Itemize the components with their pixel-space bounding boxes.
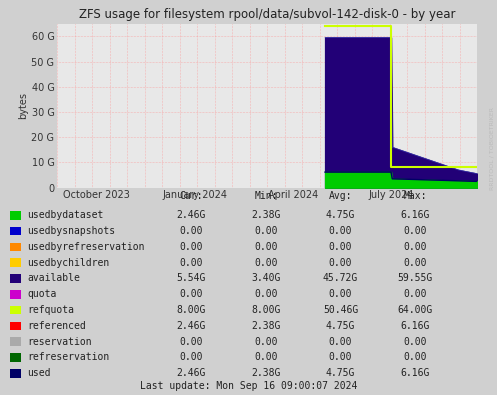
Text: RRDTOOL / TOBIOETRIKER: RRDTOOL / TOBIOETRIKER <box>490 107 495 190</box>
Text: 0.00: 0.00 <box>179 226 203 236</box>
Text: usedbyrefreservation: usedbyrefreservation <box>27 242 145 252</box>
Text: 0.00: 0.00 <box>179 352 203 363</box>
Text: 0.00: 0.00 <box>403 242 427 252</box>
Text: 4.75G: 4.75G <box>326 368 355 378</box>
Text: usedbydataset: usedbydataset <box>27 210 104 220</box>
Text: reservation: reservation <box>27 337 92 347</box>
Text: 4.75G: 4.75G <box>326 321 355 331</box>
Text: 8.00G: 8.00G <box>251 305 281 315</box>
Text: 0.00: 0.00 <box>179 258 203 268</box>
Text: 2.46G: 2.46G <box>176 321 206 331</box>
Text: 4.75G: 4.75G <box>326 210 355 220</box>
Text: 0.00: 0.00 <box>403 289 427 299</box>
Text: 0.00: 0.00 <box>329 352 352 363</box>
Text: referenced: referenced <box>27 321 86 331</box>
Text: 0.00: 0.00 <box>403 258 427 268</box>
Text: 0.00: 0.00 <box>403 337 427 347</box>
Text: 2.38G: 2.38G <box>251 210 281 220</box>
Text: 2.46G: 2.46G <box>176 368 206 378</box>
Y-axis label: bytes: bytes <box>18 92 29 119</box>
Text: quota: quota <box>27 289 57 299</box>
Text: Cur:: Cur: <box>179 192 203 201</box>
Text: 2.38G: 2.38G <box>251 368 281 378</box>
Text: Avg:: Avg: <box>329 192 352 201</box>
Text: 0.00: 0.00 <box>329 226 352 236</box>
Text: 0.00: 0.00 <box>179 337 203 347</box>
Text: 2.38G: 2.38G <box>251 321 281 331</box>
Text: usedbysnapshots: usedbysnapshots <box>27 226 115 236</box>
Text: 2.46G: 2.46G <box>176 210 206 220</box>
Text: 6.16G: 6.16G <box>400 321 430 331</box>
Text: 0.00: 0.00 <box>254 352 278 363</box>
Text: 0.00: 0.00 <box>403 226 427 236</box>
Text: 0.00: 0.00 <box>179 242 203 252</box>
Text: used: used <box>27 368 51 378</box>
Text: 6.16G: 6.16G <box>400 210 430 220</box>
Text: 0.00: 0.00 <box>254 289 278 299</box>
Text: usedbychildren: usedbychildren <box>27 258 109 268</box>
Text: 3.40G: 3.40G <box>251 273 281 284</box>
Text: 0.00: 0.00 <box>179 289 203 299</box>
Text: available: available <box>27 273 80 284</box>
Text: 0.00: 0.00 <box>329 258 352 268</box>
Text: 5.54G: 5.54G <box>176 273 206 284</box>
Text: Max:: Max: <box>403 192 427 201</box>
Text: 0.00: 0.00 <box>329 289 352 299</box>
Text: 45.72G: 45.72G <box>323 273 358 284</box>
Text: 0.00: 0.00 <box>403 352 427 363</box>
Text: Last update: Mon Sep 16 09:00:07 2024: Last update: Mon Sep 16 09:00:07 2024 <box>140 381 357 391</box>
Text: 0.00: 0.00 <box>254 242 278 252</box>
Text: 59.55G: 59.55G <box>398 273 432 284</box>
Text: 0.00: 0.00 <box>254 258 278 268</box>
Title: ZFS usage for filesystem rpool/data/subvol-142-disk-0 - by year: ZFS usage for filesystem rpool/data/subv… <box>79 8 455 21</box>
Text: 0.00: 0.00 <box>329 242 352 252</box>
Text: 50.46G: 50.46G <box>323 305 358 315</box>
Text: Min:: Min: <box>254 192 278 201</box>
Text: refquota: refquota <box>27 305 75 315</box>
Text: refreservation: refreservation <box>27 352 109 363</box>
Text: 64.00G: 64.00G <box>398 305 432 315</box>
Text: 8.00G: 8.00G <box>176 305 206 315</box>
Text: 0.00: 0.00 <box>329 337 352 347</box>
Text: 6.16G: 6.16G <box>400 368 430 378</box>
Text: 0.00: 0.00 <box>254 337 278 347</box>
Text: 0.00: 0.00 <box>254 226 278 236</box>
